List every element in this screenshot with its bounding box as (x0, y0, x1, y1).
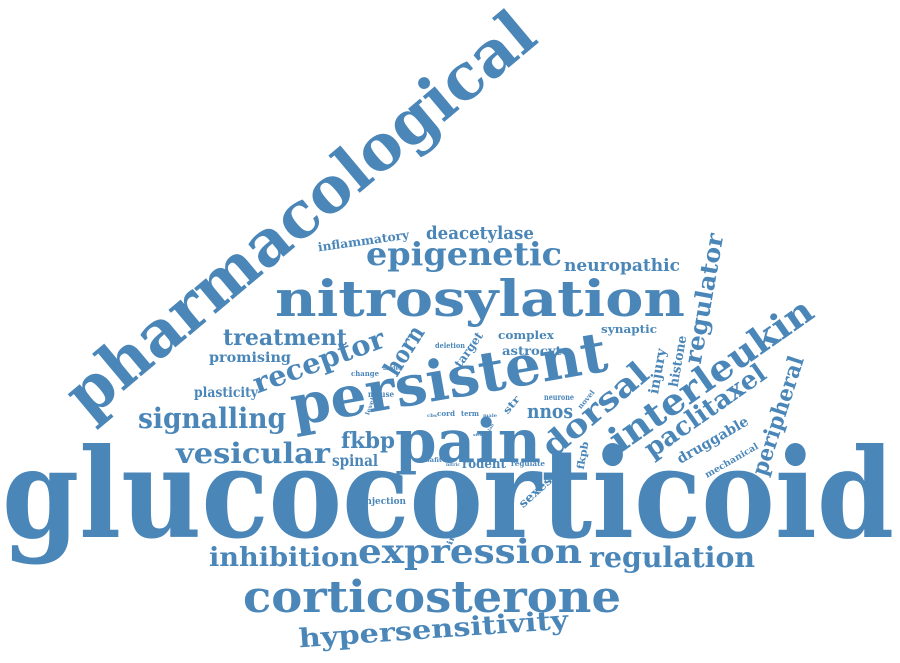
word-lab: lab (487, 422, 495, 432)
word-regulate: regulate (511, 459, 546, 468)
word-regulation: regulation (589, 541, 755, 574)
word-change: change (351, 369, 380, 378)
word-term: term (461, 409, 480, 418)
word-fkpb: fkpb (576, 441, 592, 470)
word-pain: pain (395, 407, 541, 477)
word-sick: sick (473, 432, 483, 437)
word-neurone: neurone (544, 392, 574, 402)
word-treatment: treatment (223, 325, 348, 351)
word-synaptic: synaptic (601, 323, 657, 336)
word-model: model (383, 365, 402, 372)
word-promising: promising (209, 350, 291, 366)
word-mouse: mouse (368, 389, 394, 399)
word-epigenetic: epigenetic (366, 235, 562, 273)
word-spinal: spinal (332, 451, 378, 470)
word-glucocorticoid: glucocorticoid (2, 422, 894, 567)
word-neuropathic: neuropathic (564, 256, 680, 276)
word-inhibition: inhibition (209, 543, 359, 573)
word-nitric: nitric (446, 462, 460, 468)
word-vesicular: vesicular (175, 437, 331, 470)
word-fkbp: fkbp (341, 428, 395, 454)
word-deacetylase: deacetylase (426, 223, 534, 244)
word-expression: expression (358, 532, 582, 572)
word-cord: cord (437, 409, 455, 418)
word-corticosterone: corticosterone (243, 572, 621, 623)
word-injection: injection (362, 497, 406, 507)
word-rodent: rodent (462, 457, 506, 472)
word-male: male (483, 413, 497, 419)
word-complex: complex (498, 329, 554, 342)
word-deletion: deletion (435, 341, 465, 350)
word-signalling: signalling (138, 402, 286, 435)
word-safit: safit (426, 457, 442, 464)
word-astrocyte: astrocyte (502, 344, 570, 358)
word-plasticity: plasticity (194, 385, 259, 401)
word-cbs: cbs (427, 413, 437, 419)
word-nnos: nnos (527, 399, 573, 423)
word-nitrosylation: nitrosylation (275, 269, 685, 328)
